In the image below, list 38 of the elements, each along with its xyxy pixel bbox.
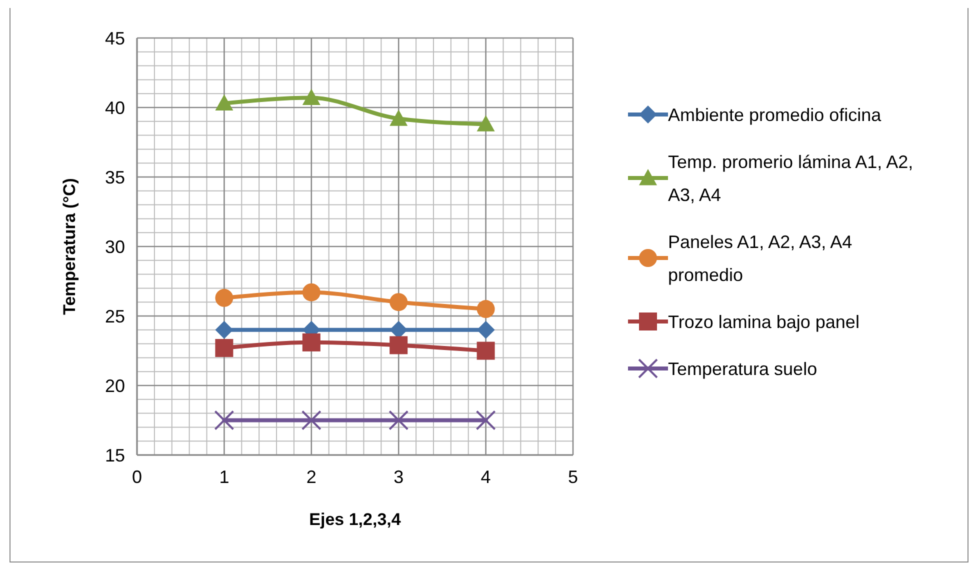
- point: [390, 110, 408, 126]
- point: [302, 333, 320, 352]
- point: [476, 320, 495, 339]
- x-tick-label: 0: [132, 467, 142, 487]
- x-tick-label: 3: [394, 467, 404, 487]
- x-tick-label: 2: [306, 467, 316, 487]
- x-tick-label: 1: [219, 467, 230, 487]
- point: [215, 320, 234, 339]
- y-tick-label: 15: [104, 445, 125, 466]
- y-tick-label: 25: [104, 306, 125, 326]
- legend-label: Ambiente promedio oficina: [668, 104, 882, 125]
- point: [301, 410, 322, 430]
- y-tick-label: 20: [104, 376, 125, 396]
- point: [476, 410, 496, 430]
- point: [476, 115, 495, 132]
- point: [476, 342, 495, 360]
- y-tick-label: 30: [104, 236, 125, 257]
- point: [390, 336, 408, 354]
- point: [388, 410, 409, 430]
- x-tick-label: 4: [480, 467, 491, 487]
- y-tick-label: 45: [104, 28, 125, 48]
- y-tick-label: 35: [104, 167, 125, 188]
- y-axis-title: Temperatura (°C): [60, 178, 79, 315]
- legend-label: Trozo lamina bajo panel: [668, 312, 860, 332]
- point: [215, 338, 234, 357]
- point: [214, 410, 234, 430]
- point: [476, 300, 495, 318]
- point: [302, 88, 320, 105]
- point: [215, 288, 234, 307]
- legend-label: Temperatura suelo: [668, 358, 818, 379]
- x-tick-label: 5: [568, 467, 578, 487]
- legend-label: Paneles A1, A2, A3, A4 promedio: [668, 232, 852, 285]
- x-axis-title: Ejes 1,2,3,4: [309, 510, 402, 529]
- point: [215, 94, 234, 111]
- y-tick-label: 40: [104, 98, 125, 118]
- point: [302, 283, 320, 302]
- legend-label: Temp. promerio lámina A1, A2, A3, A4: [668, 152, 914, 205]
- point: [390, 293, 408, 312]
